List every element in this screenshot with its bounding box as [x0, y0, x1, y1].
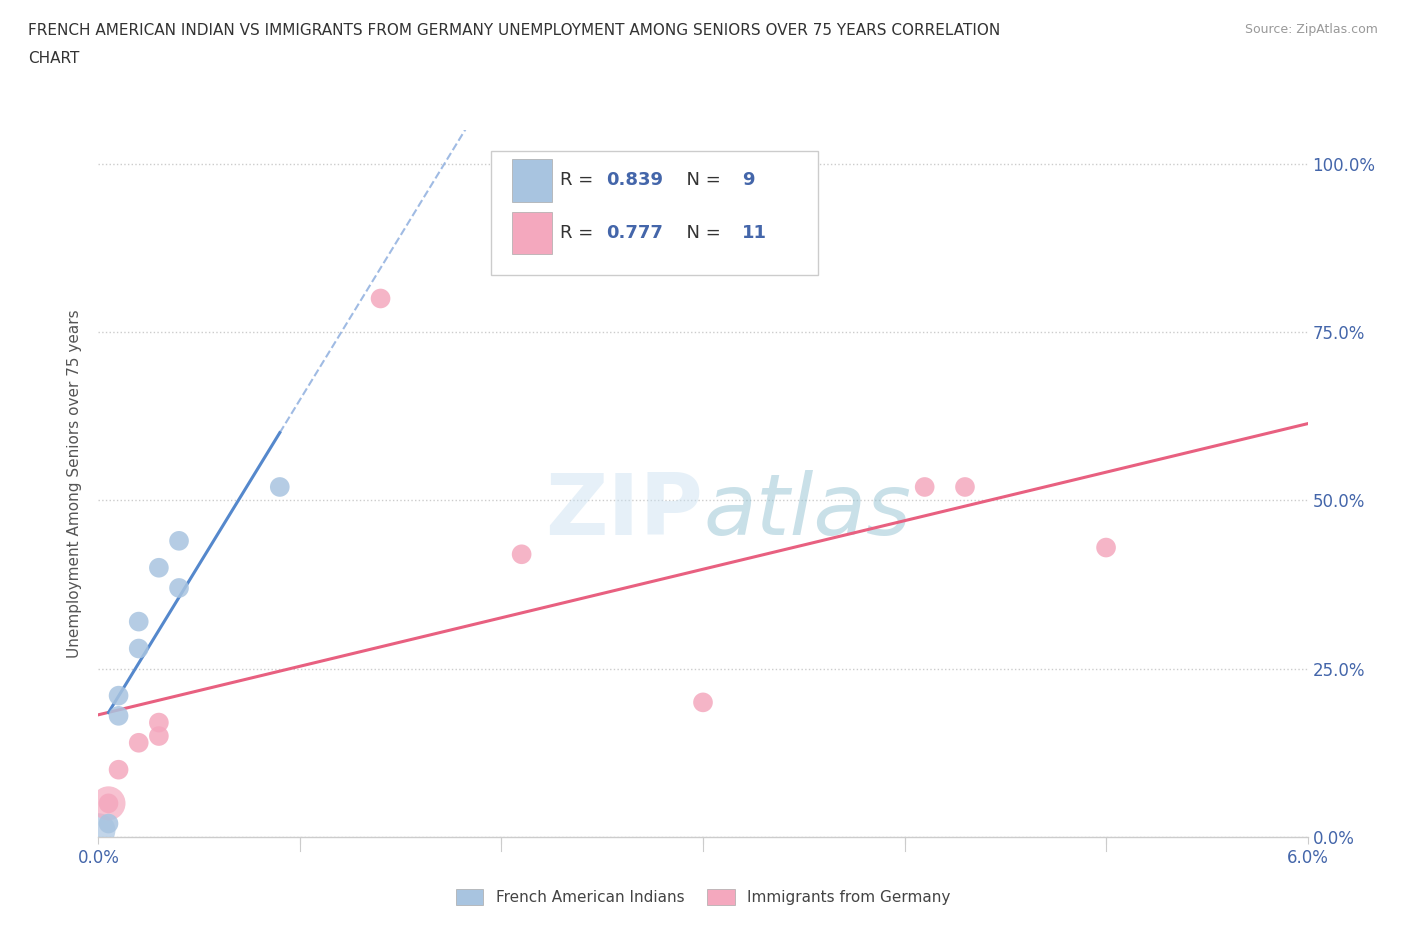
Point [107, 763, 129, 777]
Point [87, 823, 110, 838]
Point [914, 480, 936, 495]
Point [510, 547, 533, 562]
Text: 9: 9 [742, 171, 754, 190]
Point [1095, 540, 1118, 555]
Text: FRENCH AMERICAN INDIAN VS IMMIGRANTS FROM GERMANY UNEMPLOYMENT AMONG SENIORS OVE: FRENCH AMERICAN INDIAN VS IMMIGRANTS FRO… [28, 23, 1001, 38]
Point [97, 817, 120, 831]
Point [953, 480, 976, 495]
Point [370, 291, 392, 306]
Legend: French American Indians, Immigrants from Germany: French American Indians, Immigrants from… [449, 882, 957, 913]
Text: ZIP: ZIP [546, 471, 703, 553]
Point [107, 688, 129, 703]
Point [107, 709, 129, 724]
Text: N =: N = [675, 171, 727, 190]
Text: R =: R = [561, 224, 599, 242]
Point [128, 614, 150, 629]
Text: R =: R = [561, 171, 599, 190]
Point [128, 641, 150, 656]
FancyBboxPatch shape [512, 159, 553, 202]
Point [148, 560, 170, 575]
Point [269, 480, 291, 495]
FancyBboxPatch shape [492, 152, 818, 275]
Point [167, 580, 190, 595]
Point [97, 796, 120, 811]
Text: N =: N = [675, 224, 727, 242]
FancyBboxPatch shape [512, 212, 553, 254]
Point [167, 534, 190, 549]
Text: 0.839: 0.839 [606, 171, 664, 190]
Y-axis label: Unemployment Among Seniors over 75 years: Unemployment Among Seniors over 75 years [67, 310, 83, 658]
Point [692, 695, 714, 710]
Text: atlas: atlas [703, 471, 911, 553]
Text: Source: ZipAtlas.com: Source: ZipAtlas.com [1244, 23, 1378, 36]
Text: 11: 11 [742, 224, 766, 242]
Point [148, 715, 170, 730]
Point [128, 736, 150, 751]
Text: 0.777: 0.777 [606, 224, 664, 242]
Point [148, 728, 170, 743]
Point [97, 796, 120, 811]
Text: CHART: CHART [28, 51, 80, 66]
